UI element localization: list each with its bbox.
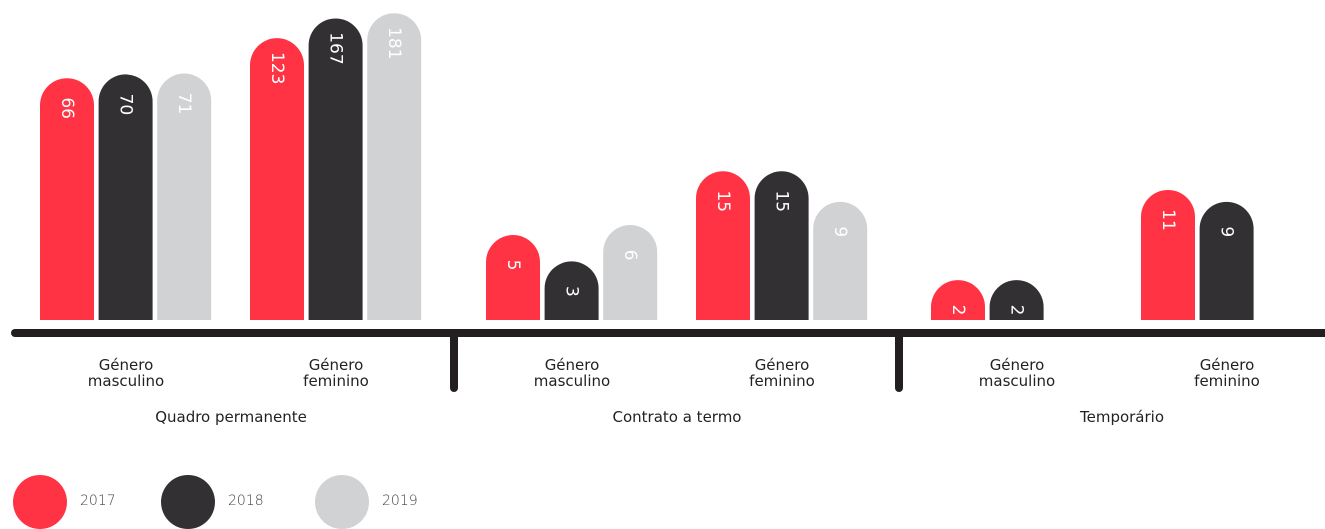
value-label: 167 [326,32,346,64]
legend-swatch [13,475,67,529]
bar [696,171,750,320]
bar [250,38,304,320]
x-tick-label: Género masculino [533,356,611,390]
bar [486,235,540,320]
x-tick-label: Género feminino [303,356,369,390]
bar [157,73,212,321]
value-label: 9 [830,226,850,237]
value-label: 70 [116,94,136,116]
bar [754,171,809,320]
bar [931,280,985,320]
group-label: Contrato a termo [612,408,742,426]
value-label: 66 [57,97,77,119]
x-tick-label: Género feminino [749,356,815,390]
legend-label: 2019 [382,493,418,509]
value-label: 71 [174,93,194,115]
bar [40,78,94,320]
value-label: 11 [1158,209,1178,231]
x-tick-label: Género masculino [87,356,165,390]
group-label: Quadro permanente [155,408,307,426]
legend-swatch [161,475,215,529]
value-label: 9 [1217,226,1237,237]
legend-label: 2017 [80,493,116,509]
value-label: 6 [620,250,640,261]
legend-swatch [315,475,369,529]
bar [813,201,868,320]
value-label: 15 [772,190,792,212]
bar [989,280,1044,320]
value-label: 5 [503,260,523,271]
value-label: 123 [267,52,287,84]
legend-label: 2018 [228,493,264,509]
x-tick-label: Género feminino [1194,356,1260,390]
value-label: 15 [713,190,733,212]
bar [603,225,658,320]
x-tick-label: Género masculino [978,356,1056,390]
bar [98,74,153,320]
value-label: 3 [562,286,582,297]
bar [544,261,599,320]
value-label: 2 [948,305,968,316]
bar [1141,189,1195,320]
value-label: 181 [384,27,404,59]
value-label: 2 [1007,305,1027,316]
bar [367,13,422,321]
bar [1199,201,1254,320]
group-label: Temporário [1079,408,1165,426]
bar [308,18,363,320]
